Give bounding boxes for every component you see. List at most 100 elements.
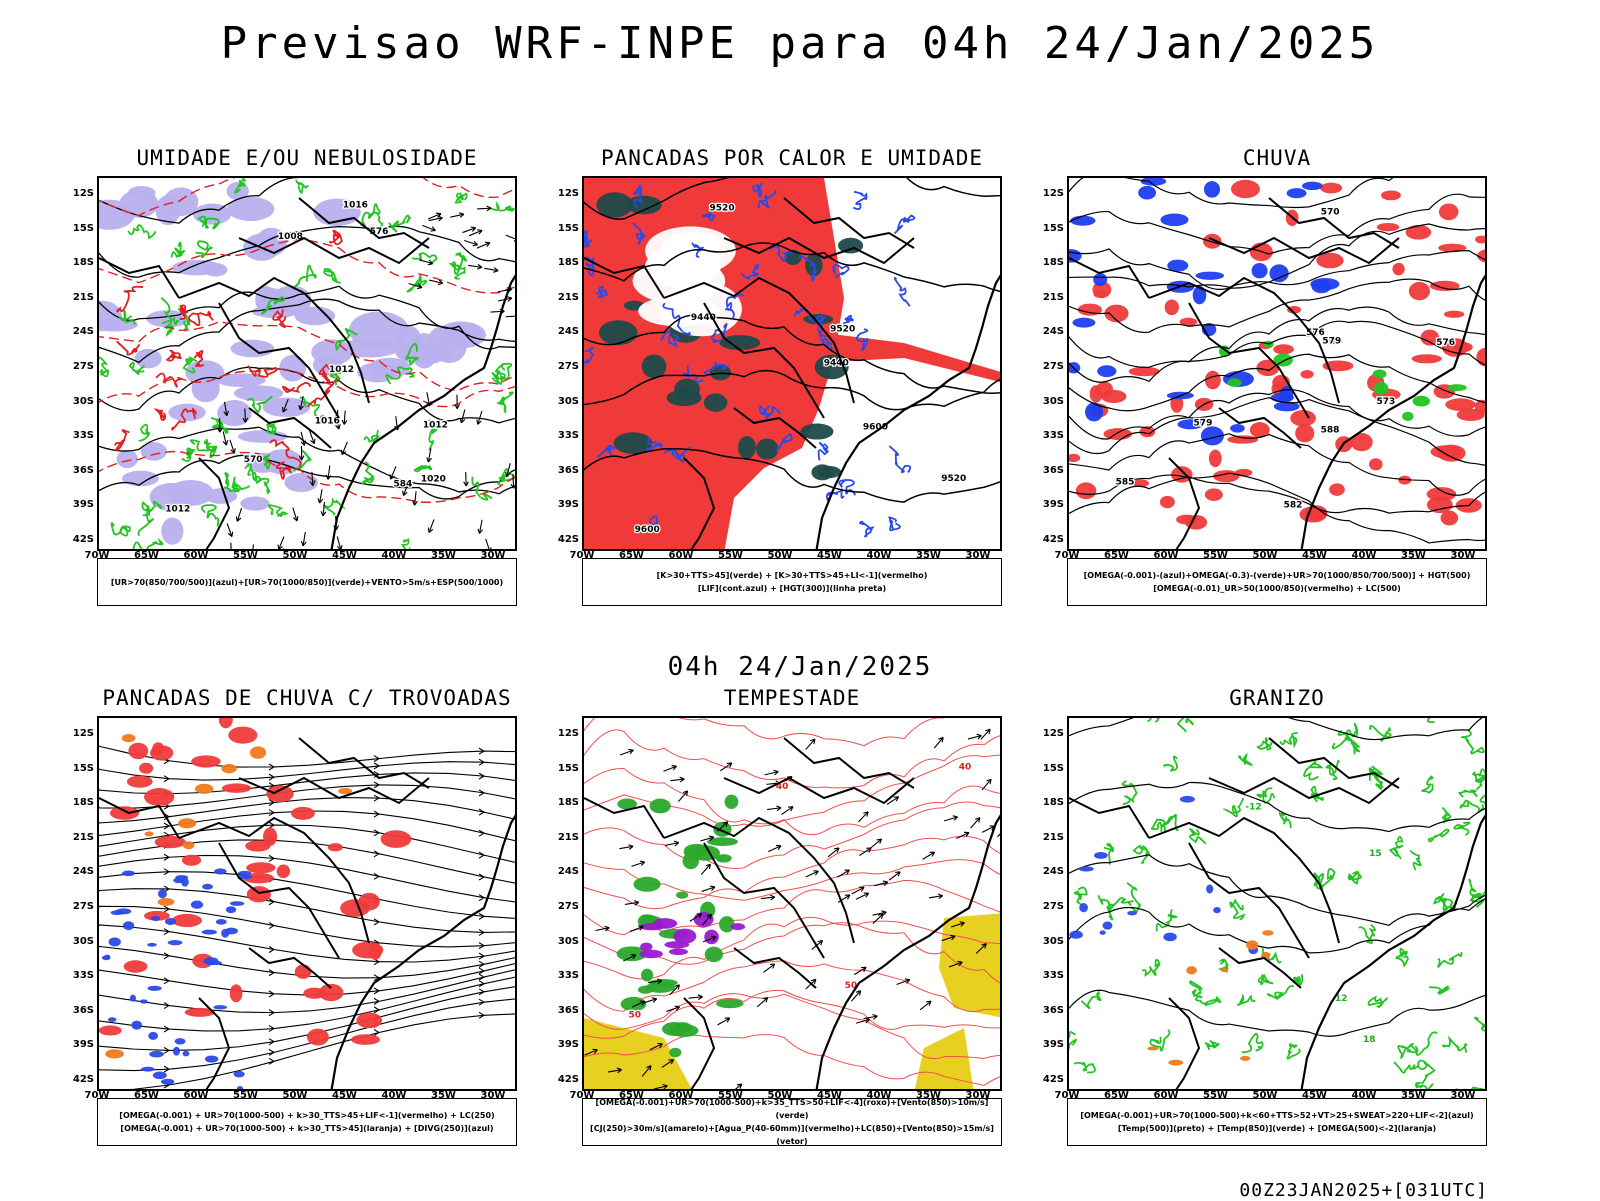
wind-850-vector (720, 763, 732, 771)
thickness-contour (330, 231, 342, 245)
latitude-label: 12S (549, 728, 579, 739)
geopotential-500-contour (1069, 178, 1487, 207)
contour-label: 582 (1284, 500, 1303, 510)
rain-area-red (1377, 223, 1400, 231)
humidity-850-700-500-area (117, 450, 138, 468)
wind-vector (301, 532, 306, 546)
thunderstorm-area-orange (178, 818, 196, 828)
temperature-850-contour (1476, 776, 1485, 790)
wind-vector (337, 536, 342, 550)
clear-area (645, 246, 721, 288)
thunderstorm-area-orange (338, 788, 352, 794)
instability-area-green (800, 423, 833, 439)
latitude-label: 33S (1034, 430, 1064, 441)
thunderstorm-area-red (172, 914, 202, 927)
humidity-1000-850-contour (294, 266, 316, 289)
storm-area-purple (640, 950, 663, 959)
humidity-850-700-500-area (294, 306, 335, 325)
temperature-850-contour (1190, 981, 1202, 997)
humidity-1000-850-contour (128, 225, 155, 238)
country-border (1209, 238, 1399, 263)
temperature-850-contour (1069, 1032, 1076, 1050)
rain-area-blue (1271, 393, 1294, 403)
wind-vector (293, 508, 298, 521)
wind-vector (455, 395, 460, 409)
streamline-arrow (479, 974, 484, 980)
storm-area-purple (664, 941, 689, 948)
latitude-label: 30S (1034, 936, 1064, 947)
latitude-label: 24S (1034, 866, 1064, 877)
rain-area-red (1290, 410, 1316, 426)
rain-area-blue (1302, 182, 1323, 191)
divergence-area-blue (214, 868, 226, 874)
hail-area-blue (1069, 931, 1083, 939)
contour-label: 1016 (343, 200, 368, 210)
temperature-850-contour (1239, 755, 1252, 765)
rain-area-green (1447, 384, 1467, 391)
temperature-850-contour (1370, 767, 1382, 785)
wind-850-area-green (649, 979, 678, 987)
temperature-850-contour (1475, 1018, 1487, 1032)
temperature-850-contour (1454, 822, 1469, 835)
latitude-label: 12S (64, 728, 94, 739)
thunderstorm-area-red (328, 843, 343, 851)
wind-vector (227, 523, 233, 536)
hail-area-blue (1103, 922, 1113, 930)
wind-850-vector (873, 914, 883, 924)
latitude-label: 24S (1034, 326, 1064, 337)
hail-area-blue (1079, 866, 1094, 871)
contour-label: 9520 (830, 325, 855, 335)
streamline-arrow (479, 852, 484, 858)
rain-area-blue (1138, 186, 1156, 200)
temperature-850-contour (1280, 733, 1297, 746)
thickness-contour (283, 383, 310, 392)
temperature-850-contour (1418, 1061, 1434, 1085)
latitude-label: 12S (549, 188, 579, 199)
thickness-contour (167, 351, 181, 361)
temperature-500-contour (1069, 988, 1487, 1036)
wind-850-area-green (633, 877, 660, 892)
wind-850-vector (859, 848, 871, 856)
divergence-area-blue (216, 919, 227, 925)
thunderstorm-area-red (228, 727, 257, 744)
temperature-500-contour (1069, 890, 1487, 953)
panel-title: GRANIZO (1027, 686, 1527, 710)
rain-area-blue (1072, 318, 1095, 328)
rain-area-blue (1196, 272, 1225, 280)
divergence-area-blue (161, 1079, 174, 1085)
rain-area-red (1231, 180, 1260, 198)
streamline-250 (99, 925, 517, 962)
country-border (724, 778, 914, 803)
omega-500-area-orange (1147, 1047, 1159, 1051)
contour-label: 585 (1116, 478, 1135, 488)
panel-title: PANCADAS DE CHUVA C/ TROVOADAS (57, 686, 557, 710)
wind-850-vector (968, 734, 982, 739)
wind-vector (429, 216, 443, 221)
temperature-850-contour (1230, 900, 1244, 919)
latitude-label: 12S (1034, 188, 1064, 199)
divergence-area-blue (175, 1038, 186, 1044)
wind-850-vector (768, 845, 781, 851)
rain-area-green (1227, 378, 1241, 386)
wind-vector (230, 440, 235, 453)
latitude-label: 18S (1034, 257, 1064, 268)
latitude-label: 21S (64, 292, 94, 303)
thunderstorm-area-red (152, 742, 164, 755)
divergence-area-blue (151, 916, 160, 921)
streamline-arrow (374, 1029, 379, 1035)
divergence-area-blue (226, 906, 236, 913)
legend-box: [OMEGA(-0.001)+UR>70(1000-500)+k<60+TTS>… (1067, 1098, 1487, 1146)
legend-line: [OMEGA(-0.001)-(azul)+OMEGA(-0.3)-(verde… (1068, 569, 1486, 582)
divergence-area-blue (213, 1005, 227, 1009)
wind-850-vector (806, 739, 815, 749)
wind-850-vector (764, 964, 775, 972)
wind-850-vector (757, 998, 767, 1007)
hail-area-blue (1213, 907, 1221, 913)
instability-area-green (599, 320, 638, 345)
hail-area-blue (1079, 903, 1088, 912)
temperature-850-contour (1327, 760, 1339, 779)
omega-500-area-orange (1168, 1060, 1183, 1066)
thunderstorm-area-red (307, 1029, 329, 1046)
latitude-label: 30S (549, 936, 579, 947)
